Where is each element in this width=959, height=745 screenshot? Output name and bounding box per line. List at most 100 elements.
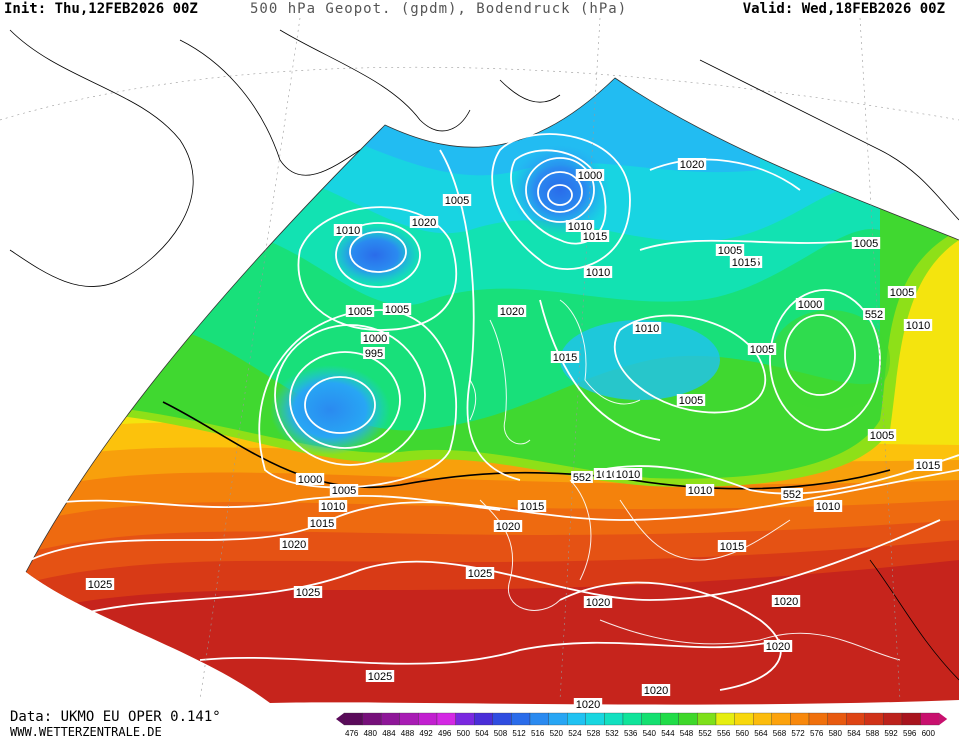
isobar-label: 1015 [583,231,607,243]
scale-tick-label: 500 [457,729,471,738]
scale-swatch [511,712,531,726]
isobar-label-box [717,540,747,552]
scale-tick-label: 596 [903,729,917,738]
contour-552 [162,401,891,490]
scale-swatch [697,712,717,726]
isobar-label-box [747,343,777,355]
isobar-label-box [85,578,115,590]
isobar-label: 1010 [321,501,345,513]
isobar-label-box [676,394,706,406]
scale-tick-label: 576 [810,729,824,738]
isobar-label-box [781,488,803,500]
isobar-label: 1020 [282,539,306,551]
scale-tick-label: 552 [698,729,712,738]
isobar-label: 1015 [720,541,744,553]
isobar-label-box [318,500,348,512]
scale-swatch [529,712,549,726]
scale-swatch [771,712,791,726]
scale-swatch [548,712,568,726]
coastlines [469,299,901,661]
isobar-label: 1010 [816,501,840,513]
scale-swatch [827,712,847,726]
scale-tick-label: 548 [680,729,694,738]
isobar-label-box [632,322,662,334]
scale-tick-label: 476 [345,729,359,738]
isobar-label-box [517,500,547,512]
isobar-label: 1020 [774,596,798,608]
scale-tick-label: 484 [382,729,396,738]
isobar-label: 1025 [296,587,320,599]
isobar-label-box [295,473,325,485]
isobar-label-box [293,586,323,598]
scale-tick-label: 588 [866,729,880,738]
isobar-label: 1005 [870,430,894,442]
isobar-label: 1025 [468,568,492,580]
isobar-label: 1005 [332,485,356,497]
isobar-label-box [813,500,843,512]
isobar-label: 1020 [644,685,668,697]
scale-swatch [381,712,400,726]
isobar-label-box [329,484,359,496]
isobar-label-box [851,237,881,249]
scale-tick-label: 536 [624,729,638,738]
scale-tick-label: 508 [494,729,508,738]
scale-swatch [622,712,642,726]
isobar-label: 1010 [336,225,360,237]
isobar-label-box [863,308,885,320]
scale-swatch [901,712,921,726]
color-scale: 476 480 484 488 492 496 500 504 508 512 516 520 524 5… [336,711,959,741]
scale-tick-label: 564 [754,729,768,738]
geopotential-fill [26,78,959,705]
isobar-label-box [583,266,613,278]
isobar-label-box [763,640,793,652]
isobar-label-box [771,595,801,607]
isobar-label: 1020 [766,641,790,653]
isobar-label: 1015 [310,518,334,530]
scale-tick-label: 480 [364,729,378,738]
isobar-label: 552 [783,489,801,501]
isobar-label: 1010 [635,323,659,335]
isobar-label: 1020 [500,306,524,318]
scale-swatch [641,712,661,726]
isobar-label-box [583,596,613,608]
isobar-label: 1010 [616,469,640,481]
isobar-label: 1005 [750,344,774,356]
scale-tick-label: 528 [587,729,601,738]
init-time: Init: Thu,12FEB2026 00Z [4,1,198,17]
scale-tick-label: 516 [531,729,545,738]
isobar-label-box [641,684,671,696]
isobar-label-box [580,230,610,242]
isobar-label: 1005 [348,306,372,318]
data-source: Data: UKMO EU OPER 0.141° [10,709,221,725]
scale-swatch [492,712,512,726]
forecast-map: 1020100010051010101510201010101510101005… [0,17,959,711]
isobar-label-box [565,220,595,232]
scale-swatch [399,712,419,726]
isobar-label: 1020 [576,699,600,710]
scale-swatch [585,712,605,726]
isobar-label: 1020 [680,159,704,171]
isobar-label: 1020 [586,597,610,609]
scale-arrow-right [939,713,948,725]
scale-swatch [846,712,865,726]
isobar-label: 1010 [688,485,712,497]
scale-tick-label: 532 [605,729,619,738]
valid-time: Valid: Wed,18FEB2026 00Z [742,1,945,17]
scale-tick-label: 584 [847,729,861,738]
scale-tick-label: 540 [643,729,657,738]
isobar-label-box [493,520,523,532]
isobar-label: 1010 [586,267,610,279]
isobar-label-box [729,256,759,268]
isobar-label-box [442,194,472,206]
land-outline [9,29,959,681]
scale-swatch [678,712,698,726]
scale-arrow-left [336,713,344,725]
isobar-label-box [345,305,375,317]
scale-tick-label: 556 [717,729,731,738]
isobar-label-box [677,158,707,170]
scale-tick-label: 580 [829,729,843,738]
scale-swatch [753,712,772,726]
isobar-label-box [573,698,603,710]
isobar-label: 1020 [412,217,436,229]
isobar-label: 552 [573,472,591,484]
